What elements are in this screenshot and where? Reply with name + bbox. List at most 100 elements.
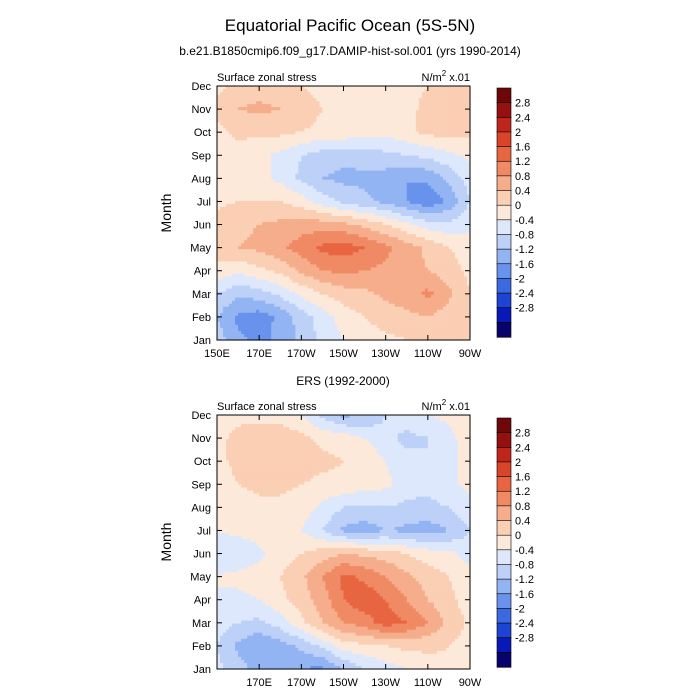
contour-cell bbox=[463, 206, 468, 211]
contour-cell bbox=[340, 161, 345, 166]
contour-cell bbox=[349, 137, 354, 142]
contour-cell bbox=[235, 95, 239, 99]
contour-cell bbox=[442, 158, 447, 163]
contour-cell bbox=[253, 231, 257, 235]
contour-cell bbox=[433, 258, 438, 262]
contour-cell bbox=[304, 89, 308, 93]
contour-cell bbox=[403, 113, 408, 117]
contour-cell bbox=[271, 222, 275, 226]
contour-cell bbox=[397, 119, 402, 123]
contour-cell bbox=[340, 240, 345, 244]
contour-cell bbox=[466, 86, 471, 90]
contour-cell bbox=[403, 158, 408, 163]
contour-cell bbox=[412, 107, 417, 111]
contour-cell bbox=[313, 89, 317, 93]
contour-cell bbox=[463, 185, 468, 190]
contour-cell bbox=[367, 188, 372, 193]
contour-cell bbox=[280, 188, 284, 193]
contour-cell bbox=[286, 104, 290, 108]
contour-cell bbox=[391, 101, 396, 105]
contour-cell bbox=[349, 209, 354, 214]
contour-cell bbox=[250, 234, 254, 238]
contour-cell bbox=[229, 252, 233, 256]
contour-cell bbox=[292, 197, 296, 202]
contour-cell bbox=[313, 197, 317, 202]
contour-cell bbox=[235, 86, 239, 90]
contour-cell bbox=[445, 237, 450, 241]
contour-cell bbox=[391, 243, 396, 247]
contour-cell bbox=[382, 125, 387, 129]
contour-cell bbox=[247, 119, 251, 123]
contour-cell bbox=[382, 222, 387, 226]
contour-cell bbox=[313, 146, 317, 151]
contour-cell bbox=[355, 158, 360, 163]
contour-cell bbox=[412, 146, 417, 151]
contour-cell bbox=[259, 231, 263, 235]
contour-cell bbox=[424, 137, 429, 142]
contour-cell bbox=[349, 213, 354, 217]
contour-cell bbox=[424, 164, 429, 169]
contour-cell bbox=[289, 219, 293, 223]
contour-cell bbox=[445, 203, 450, 208]
contour-cell bbox=[397, 155, 402, 160]
contour-cell bbox=[331, 176, 336, 181]
contour-cell bbox=[340, 176, 345, 181]
contour-cell bbox=[433, 104, 438, 108]
contour-cell bbox=[265, 246, 269, 250]
contour-cell bbox=[406, 252, 411, 256]
contour-cell bbox=[445, 249, 450, 253]
contour-cell bbox=[316, 182, 320, 187]
contour-cell bbox=[406, 110, 411, 114]
contour-cell bbox=[307, 167, 311, 172]
contour-cell bbox=[316, 137, 320, 142]
contour-cell bbox=[445, 155, 450, 160]
contour-cell bbox=[382, 95, 387, 99]
contour-cell bbox=[352, 131, 357, 135]
contour-cell bbox=[421, 158, 426, 163]
contour-cell bbox=[370, 149, 375, 154]
contour-cell bbox=[466, 182, 471, 187]
contour-cell bbox=[283, 167, 287, 172]
contour-cell bbox=[457, 179, 462, 184]
contour-cell bbox=[340, 104, 345, 108]
contour-cell bbox=[277, 222, 281, 226]
contour-cell bbox=[292, 107, 296, 111]
contour-cell bbox=[331, 255, 336, 259]
contour-cell bbox=[310, 170, 314, 175]
contour-cell bbox=[295, 152, 299, 157]
contour-cell bbox=[220, 213, 224, 217]
contour-cell bbox=[280, 216, 284, 220]
contour-cell bbox=[223, 95, 227, 99]
contour-cell bbox=[376, 216, 381, 220]
contour-cell bbox=[427, 252, 432, 256]
contour-cell bbox=[232, 255, 236, 259]
contour-cell bbox=[259, 258, 263, 262]
contour-cell bbox=[286, 249, 290, 253]
contour-cell bbox=[403, 176, 408, 181]
contour-cell bbox=[436, 119, 441, 123]
contour-cell bbox=[355, 246, 360, 250]
contour-cell bbox=[433, 252, 438, 256]
contour-cell bbox=[460, 161, 465, 166]
contour-cell bbox=[250, 104, 254, 108]
contour-cell bbox=[358, 191, 363, 196]
contour-cell bbox=[373, 188, 378, 193]
contour-cell bbox=[427, 155, 432, 160]
contour-cell bbox=[331, 92, 336, 96]
contour-cell bbox=[304, 246, 308, 250]
contour-cell bbox=[448, 86, 453, 90]
contour-cell bbox=[340, 222, 345, 226]
contour-cell bbox=[337, 249, 342, 253]
contour-cell bbox=[268, 258, 272, 262]
contour-cell bbox=[376, 128, 381, 132]
contour-cell bbox=[256, 104, 260, 108]
contour-cell bbox=[373, 164, 378, 169]
contour-cell bbox=[295, 158, 299, 163]
contour-cell bbox=[268, 161, 272, 166]
contour-cell bbox=[220, 225, 224, 229]
contour-cell bbox=[340, 143, 345, 148]
contour-cell bbox=[232, 243, 236, 247]
contour-cell bbox=[451, 92, 456, 96]
contour-cell bbox=[391, 86, 396, 90]
contour-cell bbox=[235, 140, 239, 145]
